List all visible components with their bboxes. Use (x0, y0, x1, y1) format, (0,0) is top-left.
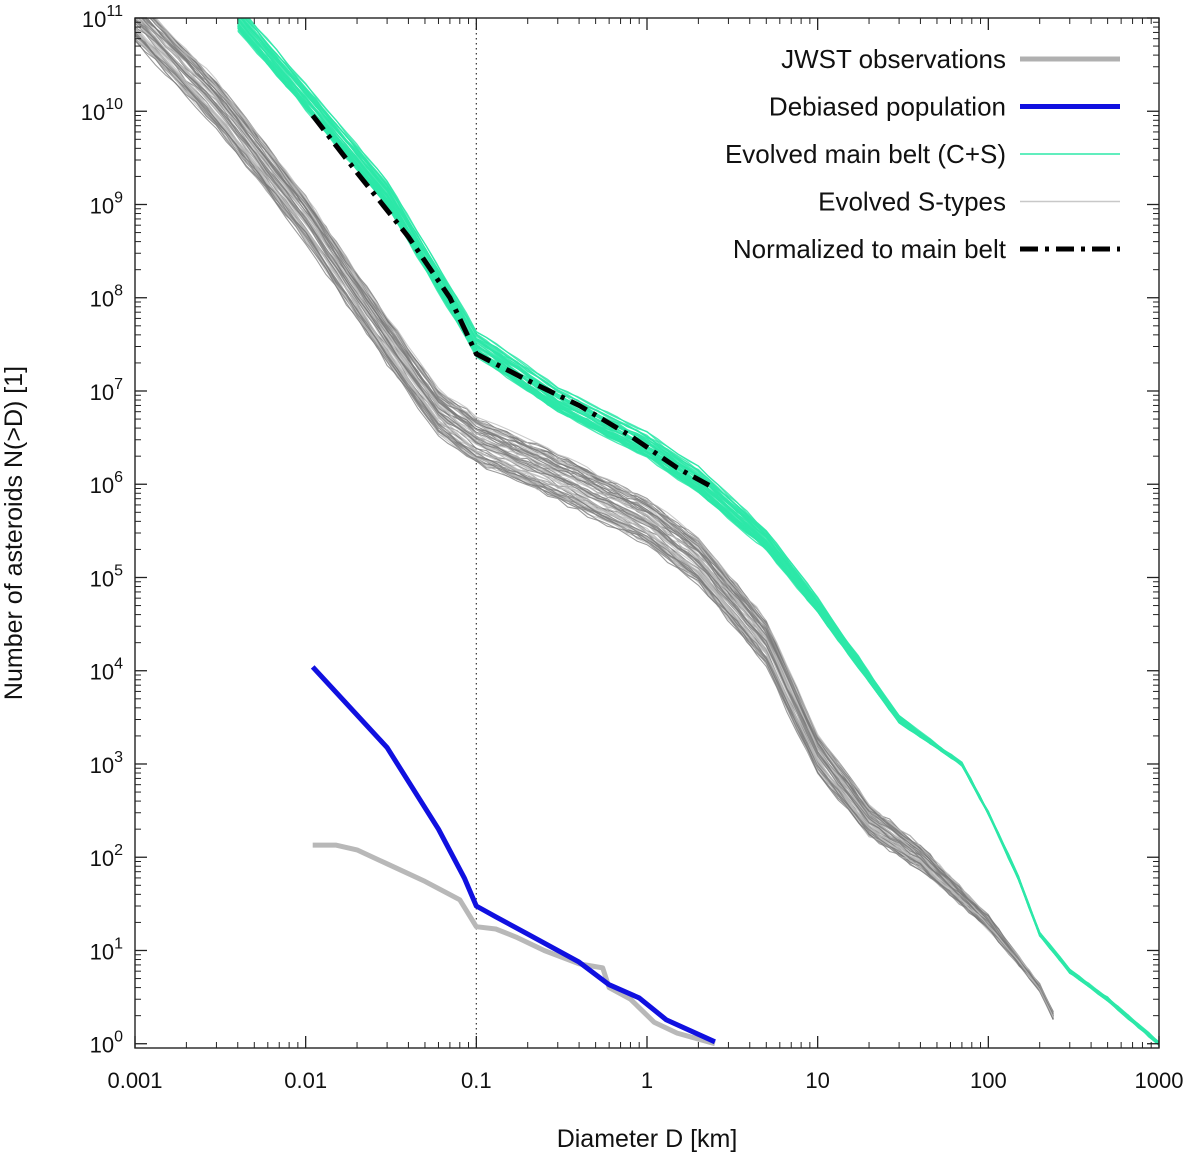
x-axis-title: Diameter D [km] (557, 1125, 738, 1153)
series-line-evolved-s-types (135, 19, 1054, 1017)
legend-item: Debiased population (769, 92, 1120, 122)
legend-label: Debiased population (769, 92, 1006, 122)
y-tick-label: 107 (90, 376, 123, 405)
series-line-evolved-s-types (153, 18, 1054, 1013)
legend-item: Normalized to main belt (733, 234, 1120, 264)
y-tick-label: 100 (90, 1029, 123, 1058)
series-evolved-s-types (135, 18, 1054, 1021)
y-axis-title: Number of asteroids N(>D) [1] (0, 366, 28, 700)
series-line-evolved-s-types (135, 28, 1054, 1018)
series-line-evolved-s-types (135, 22, 1054, 1015)
y-tick-label: 104 (90, 656, 123, 685)
x-tick-label: 100 (970, 1068, 1007, 1093)
series-line-evolved-s-types (153, 18, 1054, 1014)
legend-item: Evolved S-types (818, 187, 1120, 217)
y-tick-label: 101 (90, 935, 123, 964)
series-line-evolved-s-types (146, 18, 1054, 1016)
series-line-evolved-s-types (140, 18, 1054, 1014)
series-normalized-to-main-belt (310, 113, 717, 491)
series-jwst-observations (312, 842, 716, 1047)
series-line-evolved-s-types (135, 34, 1054, 1020)
y-tick-label: 102 (90, 842, 123, 871)
series-line-evolved-s-types (135, 29, 1054, 1018)
legend-label: Normalized to main belt (733, 234, 1007, 264)
series-line-evolved-s-types (135, 40, 1054, 1020)
y-tick-label: 1011 (82, 3, 123, 32)
x-tick-label: 0.1 (461, 1068, 492, 1093)
y-tick-label: 1010 (81, 96, 123, 125)
legend-item: Evolved main belt (C+S) (725, 139, 1120, 169)
series-line-evolved-main-belt (245, 18, 1159, 1044)
x-tick-label: 1000 (1135, 1068, 1184, 1093)
series-line-evolved-s-types (149, 18, 1054, 1016)
y-tick-label: 108 (90, 283, 123, 312)
y-tick-label: 109 (90, 189, 123, 218)
legend-item: JWST observations (781, 44, 1120, 74)
y-tick-label: 106 (90, 469, 123, 498)
legend-label: Evolved main belt (C+S) (725, 139, 1006, 169)
series-debiased-population (310, 665, 716, 1045)
x-tick-label: 0.01 (284, 1068, 327, 1093)
series-line-evolved-s-types (135, 38, 1054, 1020)
x-tick-label: 10 (805, 1068, 829, 1093)
x-tick-label: 1 (641, 1068, 653, 1093)
legend-label: Evolved S-types (818, 187, 1006, 217)
series-line-evolved-s-types (139, 18, 1054, 1017)
y-tick-label: 103 (90, 749, 123, 778)
x-tick-label: 0.001 (107, 1068, 162, 1093)
y-tick-label: 105 (90, 562, 123, 591)
series-evolved-main-belt (237, 18, 1159, 1046)
series-line-evolved-s-types (155, 18, 1054, 1013)
legend-label: JWST observations (781, 44, 1006, 74)
